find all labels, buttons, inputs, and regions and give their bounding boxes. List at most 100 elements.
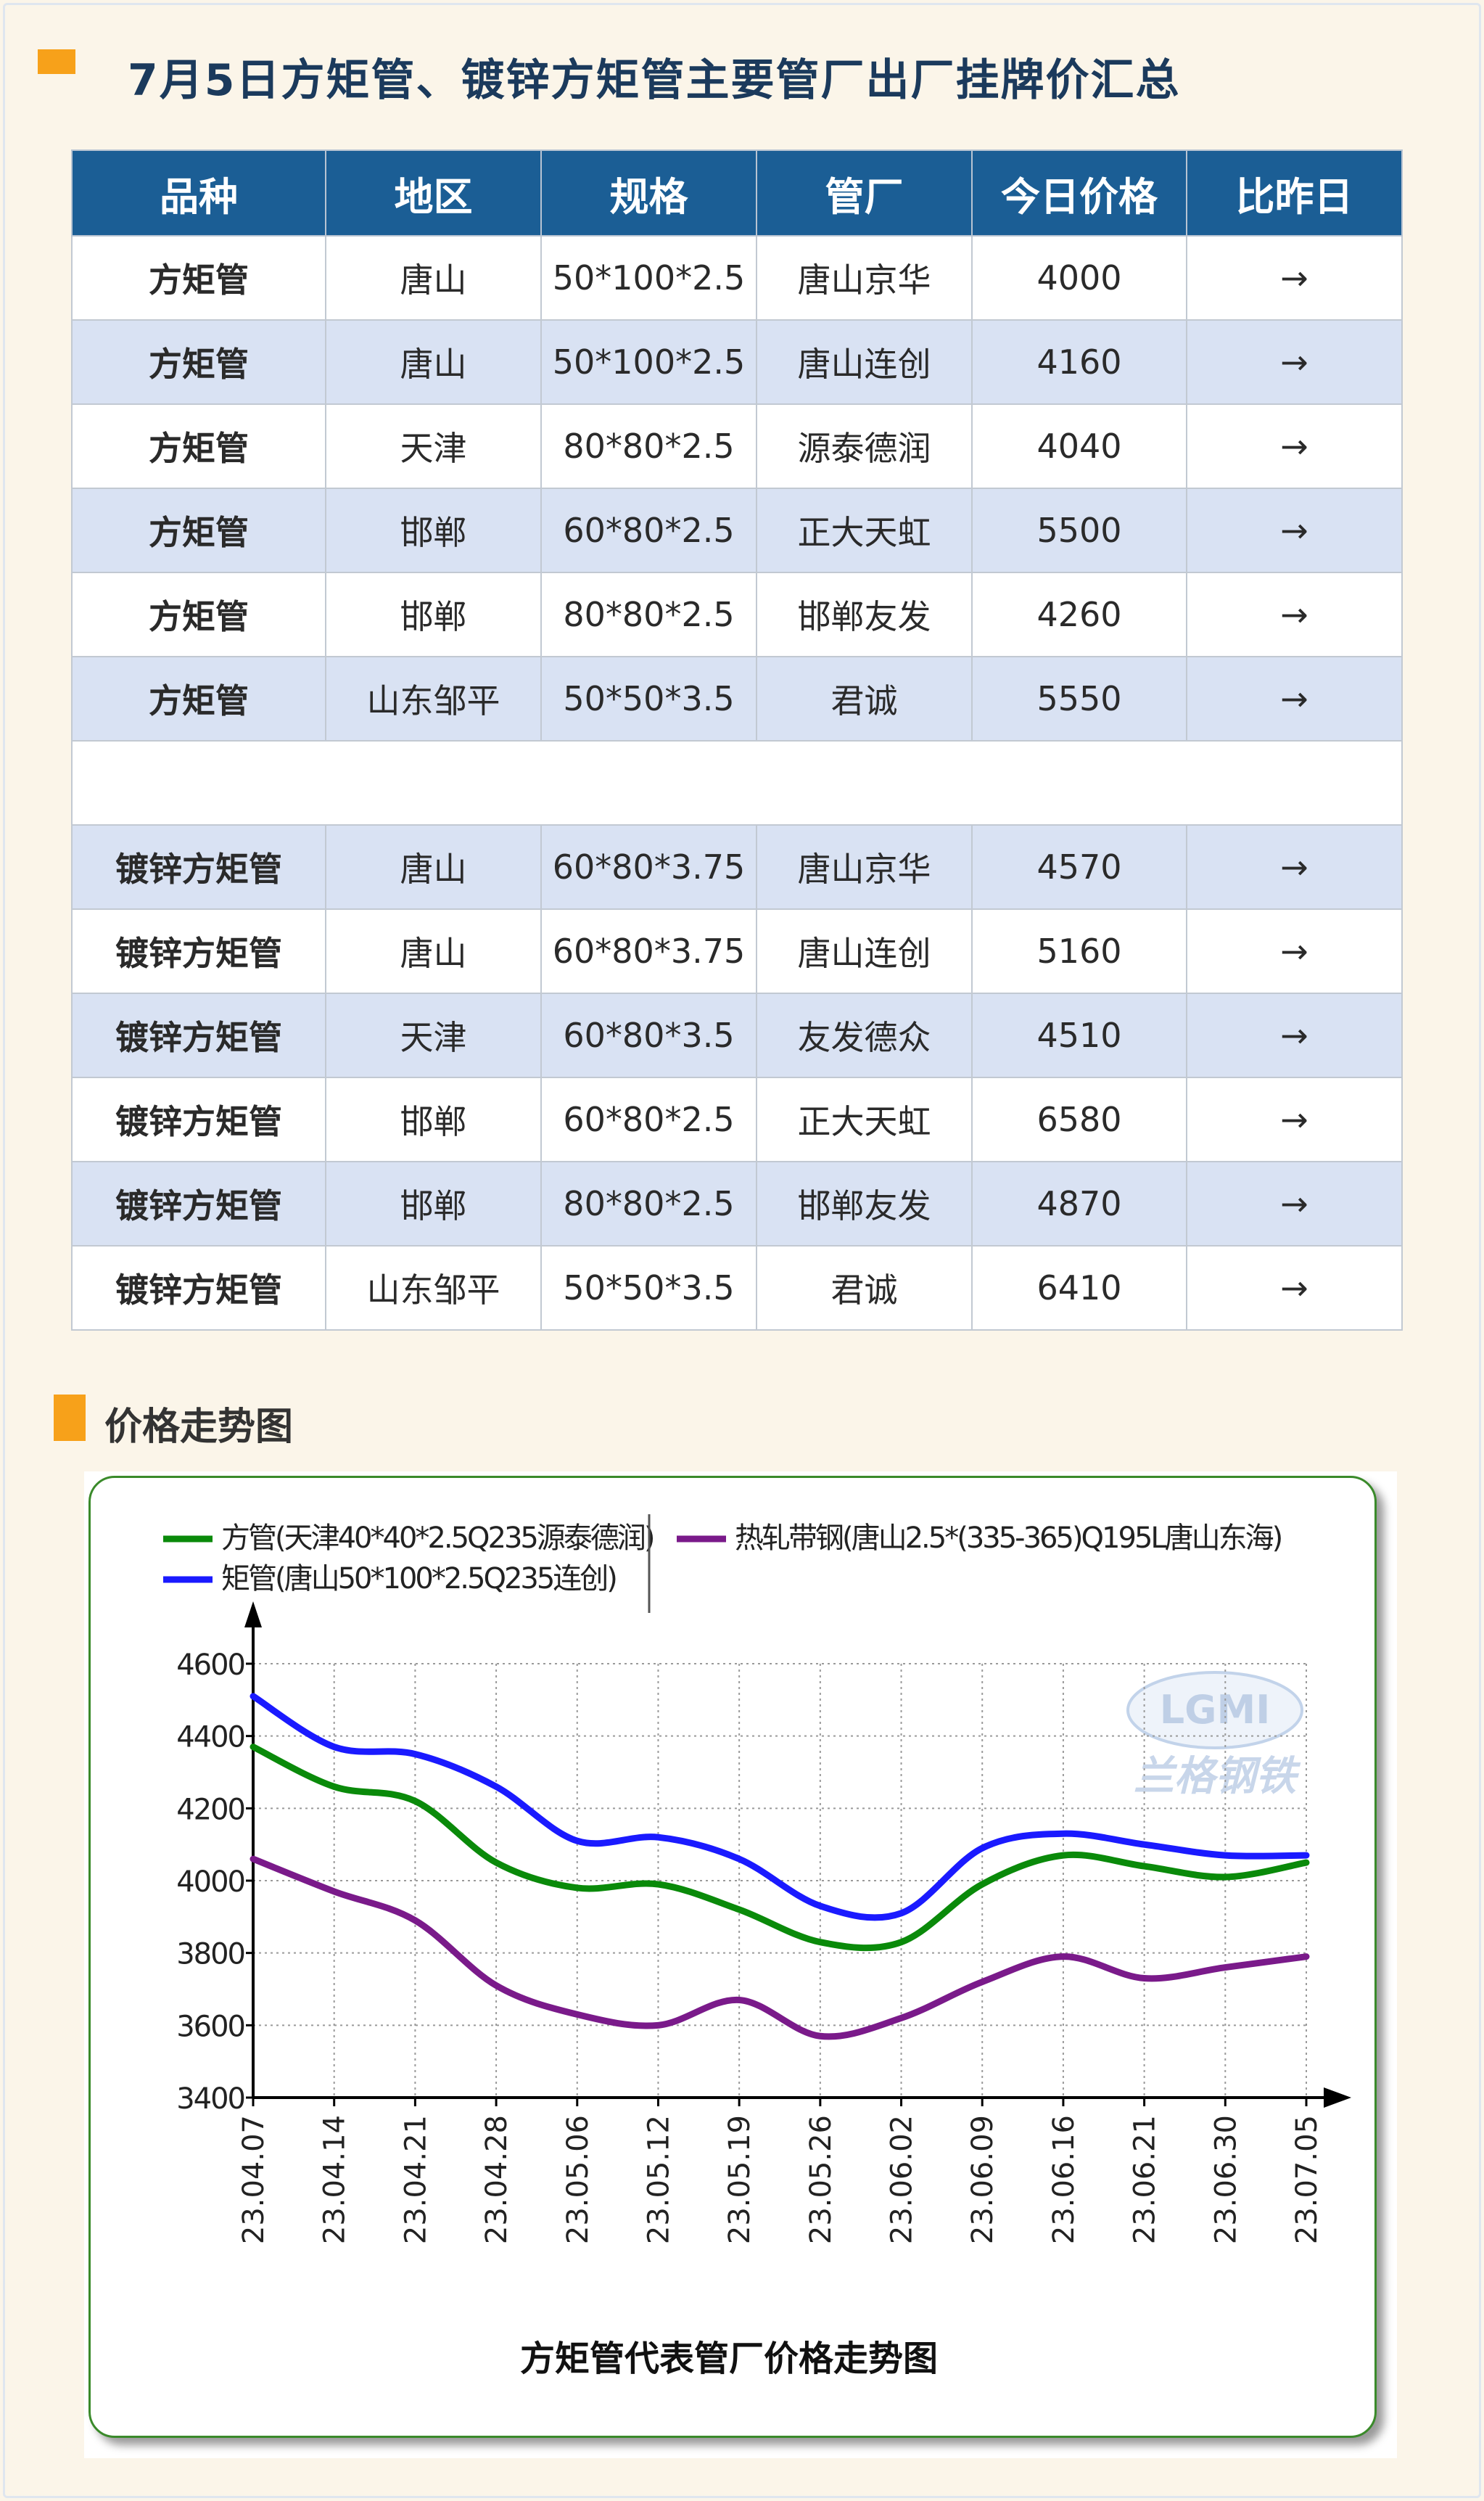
table-row: 镀锌方矩管 邯郸 60*80*2.5 正大天虹 6580 → xyxy=(71,1077,1403,1162)
table-row: 方矩管 唐山 50*100*2.5 唐山连创 4160 → xyxy=(71,319,1403,405)
y-axis-arrow xyxy=(244,1601,262,1627)
cell-price: 5550 xyxy=(971,656,1187,742)
cell-mill: 唐山连创 xyxy=(756,319,973,405)
cell-mill: 唐山京华 xyxy=(756,824,973,910)
cell-region: 邯郸 xyxy=(325,1077,542,1162)
section-title: 价格走势图 xyxy=(104,1405,294,1449)
cell-change: → xyxy=(1186,319,1403,405)
x-tick-label: 23.04.21 xyxy=(399,2115,432,2244)
col-header-region: 地区 xyxy=(325,149,542,237)
chart-title: 方矩管代表管厂价格走势图 xyxy=(520,2338,938,2379)
cell-price: 5160 xyxy=(971,908,1187,994)
cell-price: 4570 xyxy=(971,824,1187,910)
cell-price: 4510 xyxy=(971,993,1187,1078)
y-tick-label: 3400 xyxy=(176,2082,244,2116)
cell-mill: 源泰德润 xyxy=(756,403,973,489)
page-title: 7月5日方矩管、镀锌方矩管主要管厂出厂挂牌价汇总 xyxy=(128,55,1181,106)
cell-change: → xyxy=(1186,993,1403,1078)
x-tick-label: 23.06.30 xyxy=(1209,2115,1242,2244)
x-tick-label: 23.06.16 xyxy=(1047,2115,1081,2244)
cell-kind: 方矩管 xyxy=(71,235,326,321)
watermark-logo: LGMI xyxy=(1160,1687,1271,1733)
cell-change: → xyxy=(1186,403,1403,489)
cell-price: 5500 xyxy=(971,488,1187,573)
chart-panel: LGMI 兰格钢铁 3400 3600 3800 4000 4200 4400 4600 23.0… xyxy=(84,1471,1397,2458)
cell-change: → xyxy=(1186,235,1403,321)
table-row: 镀锌方矩管 山东邹平 50*50*3.5 君诚 6410 → xyxy=(71,1245,1403,1331)
cell-mill: 正大天虹 xyxy=(756,1077,973,1162)
cell-kind: 方矩管 xyxy=(71,488,326,573)
watermark-text: 兰格钢铁 xyxy=(1134,1753,1301,1800)
table-row: 方矩管 天津 80*80*2.5 源泰德润 4040 → xyxy=(71,403,1403,489)
cell-region: 唐山 xyxy=(325,319,542,405)
cell-mill: 唐山连创 xyxy=(756,908,973,994)
cell-spec: 60*80*3.5 xyxy=(540,993,757,1078)
x-tick-label: 23.05.19 xyxy=(723,2115,757,2244)
legend-label-2: 热轧带钢(唐山2.5*(335-365)Q195L唐山东海) xyxy=(735,1521,1282,1555)
cell-kind: 镀锌方矩管 xyxy=(71,824,326,910)
col-header-mill: 管厂 xyxy=(756,149,973,237)
cell-change: → xyxy=(1186,824,1403,910)
y-tick-label: 4000 xyxy=(176,1865,244,1899)
title-marker xyxy=(38,49,75,74)
cell-spec: 60*80*3.75 xyxy=(540,908,757,994)
cell-spec: 80*80*2.5 xyxy=(540,572,757,657)
cell-change: → xyxy=(1186,572,1403,657)
cell-spec: 60*80*2.5 xyxy=(540,1077,757,1162)
x-tick-label: 23.04.14 xyxy=(318,2115,352,2244)
cell-region: 邯郸 xyxy=(325,488,542,573)
y-tick-label: 3800 xyxy=(176,1938,244,1971)
cell-change: → xyxy=(1186,488,1403,573)
table-row: 方矩管 邯郸 80*80*2.5 邯郸友发 4260 → xyxy=(71,572,1403,657)
series-line-0 xyxy=(250,1744,1310,1952)
cell-kind: 方矩管 xyxy=(71,656,326,742)
x-tick-label: 23.06.21 xyxy=(1129,2115,1162,2244)
cell-spec: 50*50*3.5 xyxy=(540,656,757,742)
x-tick-label: 23.04.28 xyxy=(480,2115,514,2244)
cell-change: → xyxy=(1186,656,1403,742)
table-header-row: 品种 地区 规格 管厂 今日价格 比昨日 xyxy=(71,149,1403,237)
cell-spec: 80*80*2.5 xyxy=(540,403,757,489)
cell-region: 山东邹平 xyxy=(325,1245,542,1331)
table-row: 方矩管 唐山 50*100*2.5 唐山京华 4000 → xyxy=(71,235,1403,321)
x-axis-arrow xyxy=(1324,2087,1351,2108)
section-marker xyxy=(54,1395,86,1441)
table-row: 镀锌方矩管 邯郸 80*80*2.5 邯郸友发 4870 → xyxy=(71,1161,1403,1247)
cell-price: 4870 xyxy=(971,1161,1187,1247)
watermark-ellipse xyxy=(1126,1671,1303,1749)
col-header-spec: 规格 xyxy=(540,149,757,237)
table-row: 方矩管 山东邹平 50*50*3.5 君诚 5550 → xyxy=(71,656,1403,742)
table-row: 镀锌方矩管 唐山 60*80*3.75 唐山京华 4570 → xyxy=(71,824,1403,910)
cell-mill: 邯郸友发 xyxy=(756,572,973,657)
y-tick-label: 4600 xyxy=(176,1648,244,1682)
y-tick-label: 4400 xyxy=(176,1721,244,1754)
cell-kind: 镀锌方矩管 xyxy=(71,1245,326,1331)
legend-label-0: 方管(天津40*40*2.5Q235源泰德润) xyxy=(221,1521,654,1555)
spacer-cell xyxy=(71,740,1403,826)
cell-spec: 50*50*3.5 xyxy=(540,1245,757,1331)
cell-kind: 方矩管 xyxy=(71,319,326,405)
table-row: 镀锌方矩管 天津 60*80*3.5 友发德众 4510 → xyxy=(71,993,1403,1078)
col-header-change: 比昨日 xyxy=(1186,149,1403,237)
cell-region: 天津 xyxy=(325,403,542,489)
cell-mill: 唐山京华 xyxy=(756,235,973,321)
cell-spec: 60*80*3.75 xyxy=(540,824,757,910)
x-tick-label: 23.06.09 xyxy=(966,2115,999,2244)
cell-region: 天津 xyxy=(325,993,542,1078)
cell-price: 4260 xyxy=(971,572,1187,657)
cell-region: 唐山 xyxy=(325,824,542,910)
cell-change: → xyxy=(1186,1077,1403,1162)
x-tick-label: 23.07.05 xyxy=(1290,2115,1324,2244)
cell-mill: 君诚 xyxy=(756,1245,973,1331)
cell-kind: 镀锌方矩管 xyxy=(71,993,326,1078)
cell-region: 唐山 xyxy=(325,908,542,994)
cell-kind: 方矩管 xyxy=(71,403,326,489)
cell-spec: 50*100*2.5 xyxy=(540,319,757,405)
cell-mill: 君诚 xyxy=(756,656,973,742)
cell-kind: 镀锌方矩管 xyxy=(71,1161,326,1247)
price-trend-chart: LGMI 兰格钢铁 3400 3600 3800 4000 4200 4400 4600 23.0… xyxy=(163,1514,1351,2379)
cell-mill: 友发德众 xyxy=(756,993,973,1078)
cell-mill: 正大天虹 xyxy=(756,488,973,573)
cell-change: → xyxy=(1186,1245,1403,1331)
table-spacer-row xyxy=(71,740,1403,826)
